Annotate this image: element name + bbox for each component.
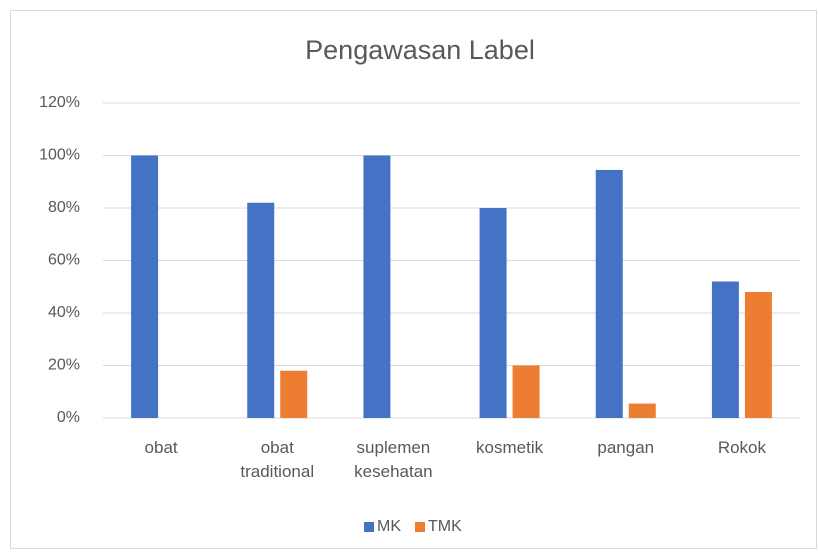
bar bbox=[131, 155, 159, 418]
legend-swatch bbox=[364, 522, 374, 532]
x-tick-label: kosmetik bbox=[476, 438, 544, 457]
x-tick-label: pangan bbox=[597, 438, 655, 457]
y-tick-label: 100% bbox=[39, 147, 80, 164]
legend-label: TMK bbox=[428, 518, 462, 535]
y-tick-label: 60% bbox=[48, 252, 80, 269]
bar bbox=[280, 370, 308, 418]
bar bbox=[247, 202, 275, 418]
y-tick-label: 0% bbox=[57, 409, 80, 426]
bar bbox=[711, 281, 739, 418]
x-tick-label: obat traditional bbox=[240, 438, 315, 481]
chart-title: Pengawasan Label bbox=[305, 35, 535, 65]
bar bbox=[628, 403, 656, 418]
y-tick-label: 40% bbox=[48, 304, 80, 321]
bar bbox=[512, 365, 540, 418]
x-tick-label: suplemen kesehatan bbox=[354, 438, 433, 481]
bar bbox=[744, 292, 772, 418]
x-tick-label: obat bbox=[144, 438, 178, 457]
y-tick-label: 20% bbox=[48, 357, 80, 374]
legend-label: MK bbox=[377, 518, 401, 535]
bar bbox=[479, 208, 507, 418]
y-tick-label: 120% bbox=[39, 94, 80, 111]
bar bbox=[595, 169, 623, 418]
bar bbox=[363, 155, 391, 418]
legend-swatch bbox=[415, 522, 425, 532]
x-tick-label: Rokok bbox=[717, 438, 766, 457]
y-tick-label: 80% bbox=[48, 199, 80, 216]
